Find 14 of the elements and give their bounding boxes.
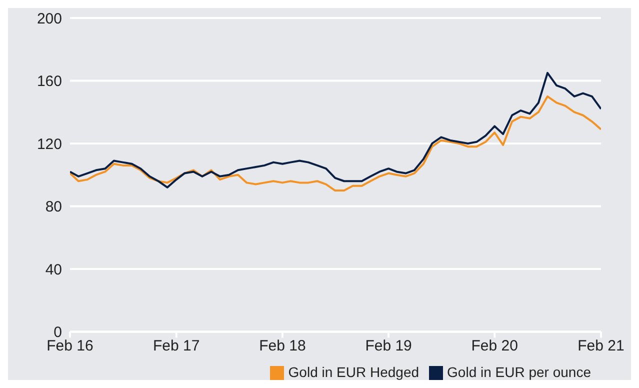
- x-tick-label: Feb 20: [471, 337, 518, 354]
- x-tick-label: Feb 18: [259, 337, 306, 354]
- y-tick-label: 120: [36, 136, 62, 153]
- x-tick-label: Feb 21: [578, 337, 624, 354]
- line-series: [70, 72, 601, 188]
- x-tick-label: Feb 19: [365, 337, 412, 354]
- legend-label: Gold in EUR per ounce: [447, 364, 591, 380]
- legend-label: Gold in EUR Hedged: [288, 364, 420, 380]
- y-tick-label: 200: [36, 10, 62, 28]
- x-tick-label: Feb 17: [153, 337, 200, 354]
- y-tick-label: 80: [45, 198, 62, 216]
- y-tick-label: 40: [45, 261, 62, 278]
- y-tick-label: 160: [36, 73, 62, 90]
- line-series: [70, 95, 601, 192]
